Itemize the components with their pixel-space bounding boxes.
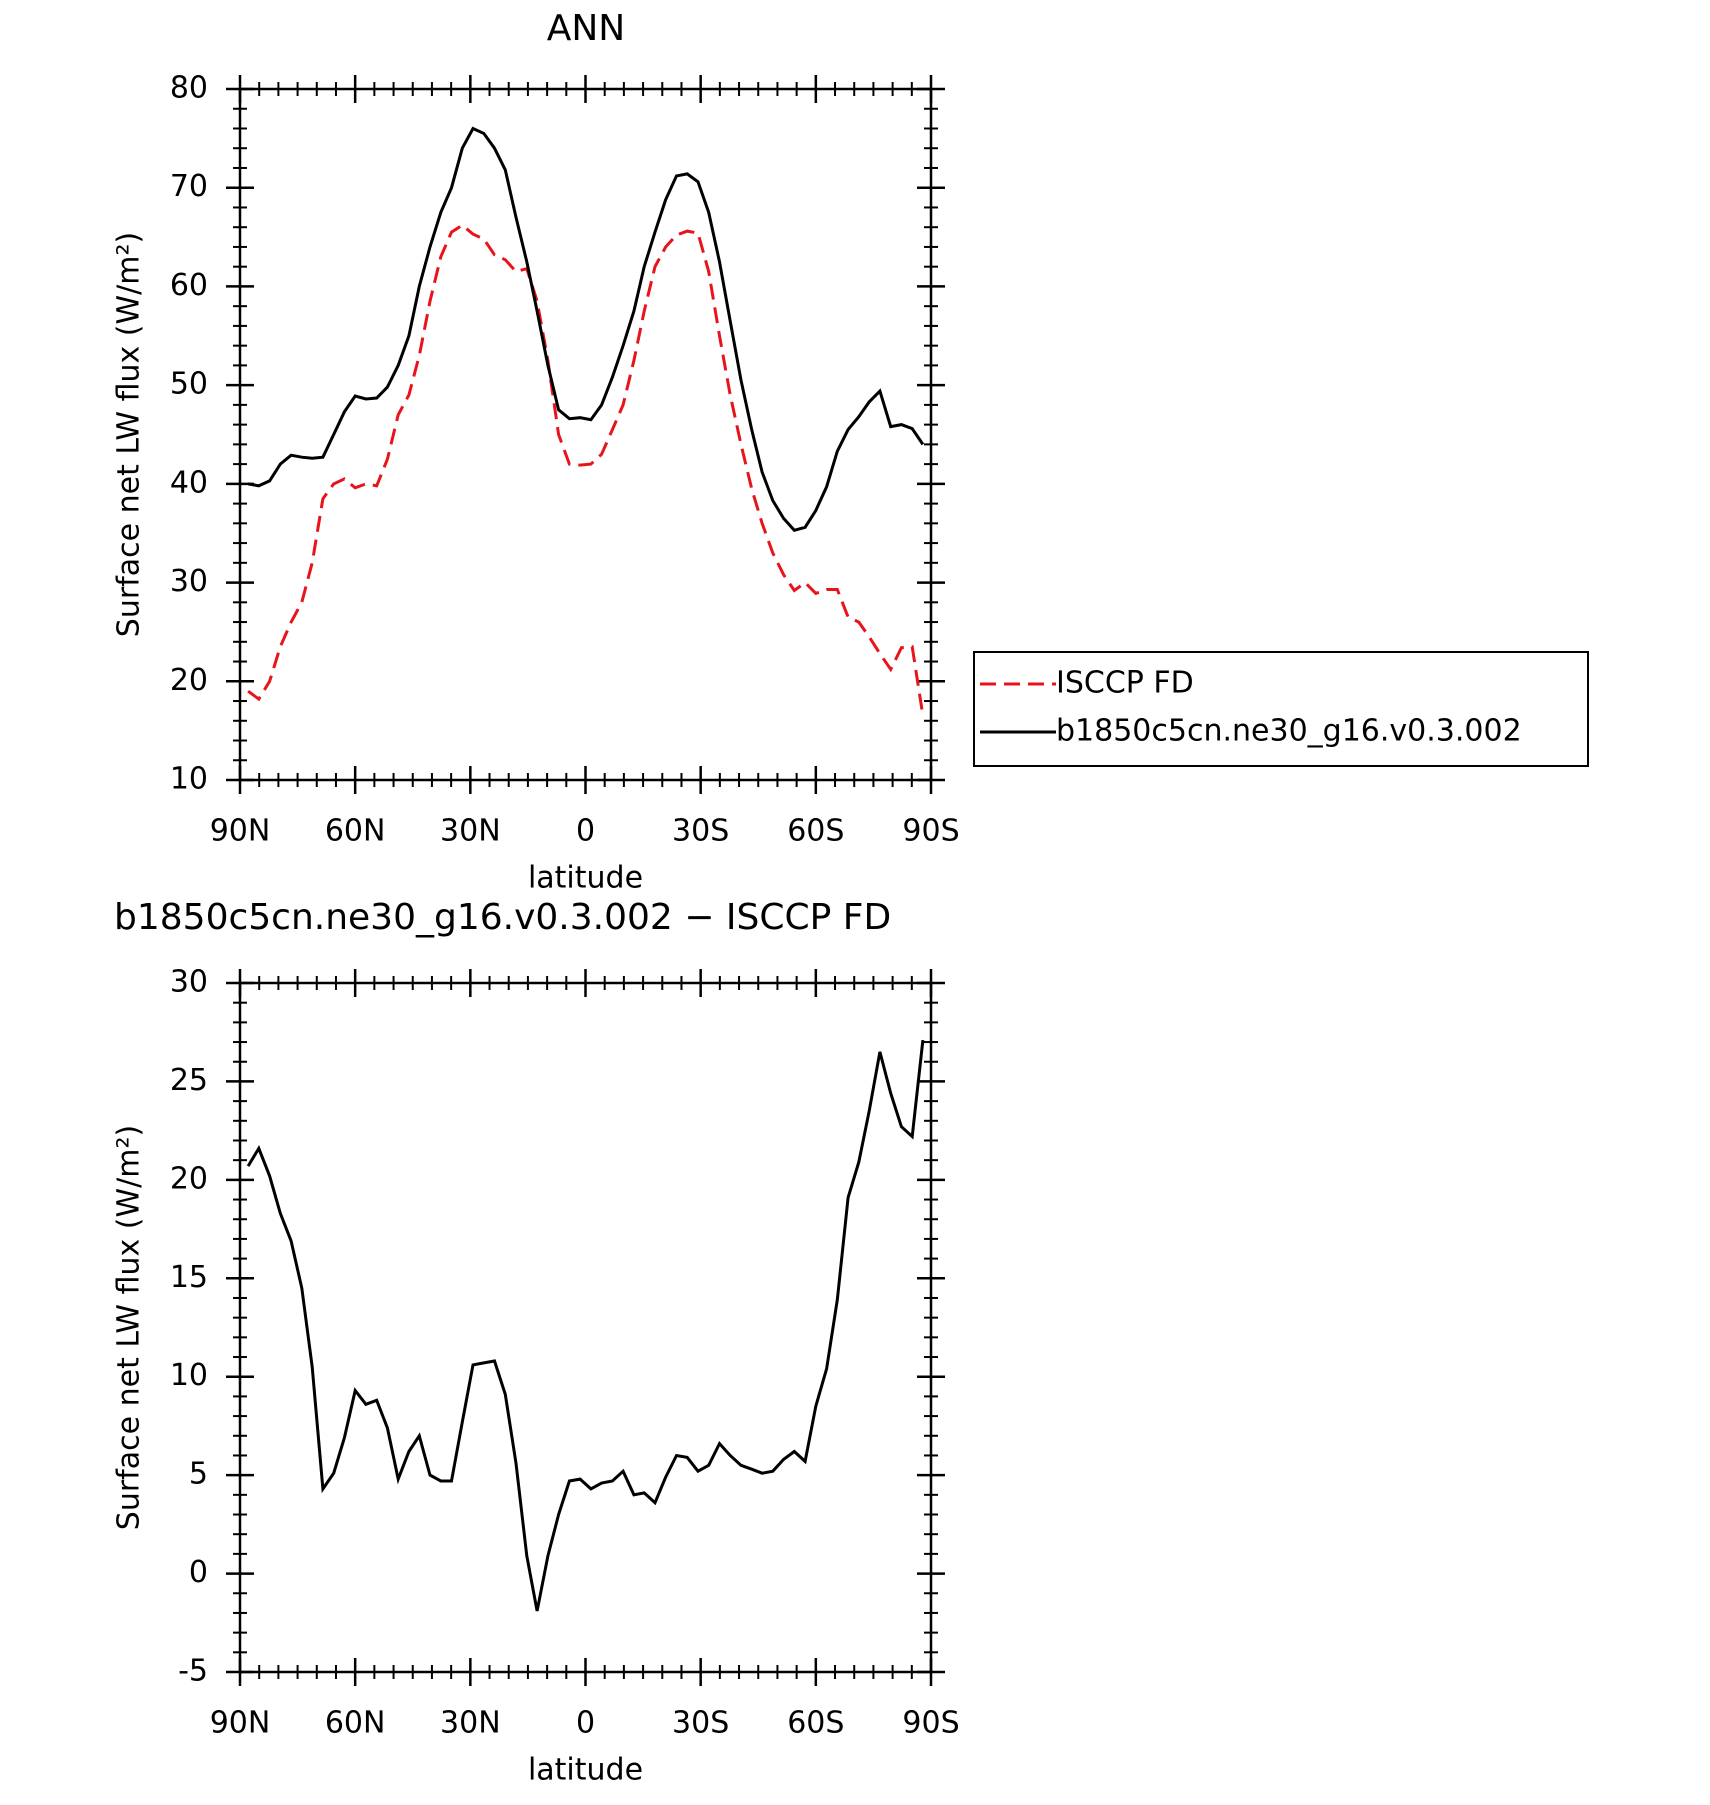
x-tick-label: 60S bbox=[787, 814, 844, 849]
y-tick-label: 40 bbox=[170, 465, 208, 500]
x-tick-label: 90S bbox=[902, 1706, 959, 1741]
y-tick-label: 20 bbox=[170, 663, 208, 698]
y-tick-label: 60 bbox=[170, 268, 208, 303]
x-tick-label: 30N bbox=[440, 1706, 501, 1741]
x-tick-label: 90S bbox=[902, 814, 959, 849]
x-tick-label: 90N bbox=[210, 1706, 271, 1741]
y-tick-label: 20 bbox=[170, 1161, 208, 1196]
y-tick-label: 50 bbox=[170, 367, 208, 402]
x-tick-label: 0 bbox=[576, 814, 595, 849]
x-tick-label: 60N bbox=[325, 1706, 386, 1741]
x-tick-label: 60S bbox=[787, 1706, 844, 1741]
x-axis-label: latitude bbox=[528, 1753, 643, 1788]
data-line bbox=[247, 126, 925, 532]
x-tick-label: 60N bbox=[325, 814, 386, 849]
x-tick-label: 30S bbox=[672, 814, 729, 849]
x-tick-label: 30S bbox=[672, 1706, 729, 1741]
chart-title: ANN bbox=[547, 8, 626, 49]
legend-label: b1850c5cn.ne30_g16.v0.3.002 bbox=[1056, 714, 1522, 749]
y-tick-label: 10 bbox=[170, 762, 208, 797]
y-axis-label: Surface net LW flux (W/m²) bbox=[112, 232, 147, 637]
x-tick-label: 0 bbox=[576, 1706, 595, 1741]
x-tick-label: 30N bbox=[440, 814, 501, 849]
y-tick-label: 5 bbox=[189, 1457, 208, 1492]
legend-label: ISCCP FD bbox=[1056, 666, 1194, 701]
y-tick-label: -5 bbox=[178, 1654, 208, 1689]
plot-frame bbox=[238, 981, 933, 1674]
y-tick-label: 25 bbox=[170, 1063, 208, 1098]
y-axis-label: Surface net LW flux (W/m²) bbox=[112, 1125, 147, 1530]
plot-frame bbox=[238, 87, 933, 782]
x-axis-label: latitude bbox=[528, 861, 643, 896]
chart-title: b1850c5cn.ne30_g16.v0.3.002 − ISCCP FD bbox=[114, 897, 891, 938]
y-tick-label: 30 bbox=[170, 564, 208, 599]
y-tick-label: 15 bbox=[170, 1260, 208, 1295]
y-tick-label: 0 bbox=[189, 1555, 208, 1590]
x-tick-label: 90N bbox=[210, 814, 271, 849]
legend-box bbox=[973, 651, 1589, 767]
y-tick-label: 10 bbox=[170, 1358, 208, 1393]
y-tick-label: 30 bbox=[170, 965, 208, 1000]
data-line bbox=[247, 223, 925, 717]
y-tick-label: 70 bbox=[170, 169, 208, 204]
y-tick-label: 80 bbox=[170, 71, 208, 106]
data-line bbox=[246, 1039, 925, 1612]
